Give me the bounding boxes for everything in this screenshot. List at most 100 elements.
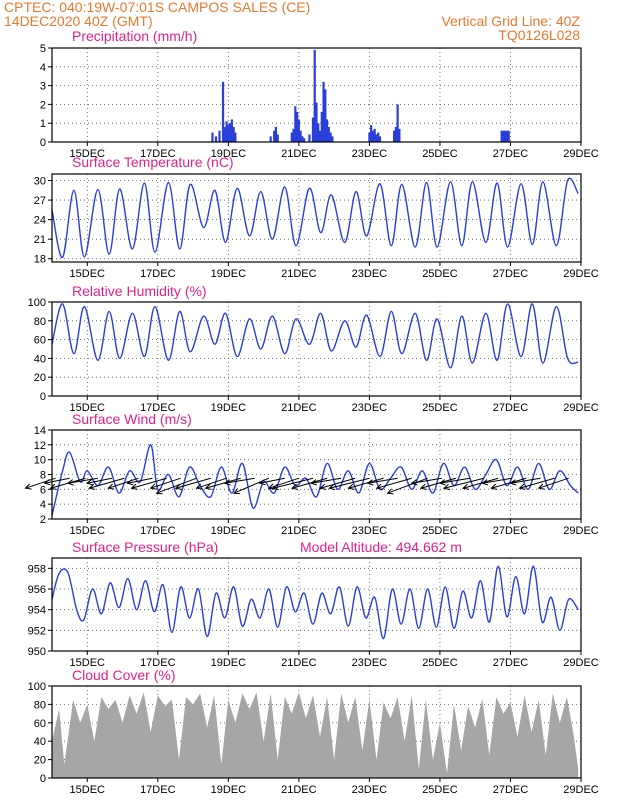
wind-line xyxy=(51,444,579,516)
precip-bar xyxy=(227,125,230,142)
wind-vector xyxy=(205,477,241,489)
wind-xtick-label: 19DEC xyxy=(211,525,247,537)
wind-vector xyxy=(44,477,70,484)
precip-bar xyxy=(320,111,323,142)
wind-vector xyxy=(268,477,300,489)
wind-vector xyxy=(420,477,456,489)
rh-line xyxy=(51,303,579,369)
rh-xtick-label: 19DEC xyxy=(211,402,247,414)
precip-ytick-label: 2 xyxy=(40,99,46,111)
wind-vector-head xyxy=(518,483,526,490)
precip-bar xyxy=(273,130,276,142)
wind-vector-head xyxy=(149,483,157,490)
wind-vector xyxy=(86,477,113,484)
wind-vector xyxy=(108,477,139,489)
precip-bar xyxy=(311,117,315,142)
precip-bar xyxy=(370,125,373,142)
wind-vector-head xyxy=(49,483,57,490)
wind-vector xyxy=(519,477,555,489)
wind-vector xyxy=(259,477,285,484)
rh-xtick-label: 15DEC xyxy=(70,402,106,414)
wind-vector-head xyxy=(195,483,203,490)
temp-ytick-label: 21 xyxy=(34,234,46,246)
precip-bar xyxy=(230,119,233,142)
precip-xtick-label: 19DEC xyxy=(211,148,247,160)
cloud-frame xyxy=(51,685,582,779)
temp-xtick-label: 15DEC xyxy=(70,268,106,280)
precip-bar xyxy=(232,126,235,142)
rh-ytick-label: 60 xyxy=(34,335,46,347)
precip-bar xyxy=(225,121,228,142)
wind-vector-head xyxy=(347,483,355,490)
precip-bar xyxy=(392,130,396,142)
precip-xtick-label: 21DEC xyxy=(281,148,317,160)
wind-vector xyxy=(291,477,328,489)
wind-vector xyxy=(320,477,356,489)
wind-vector xyxy=(439,477,470,484)
precip-bar xyxy=(218,130,221,142)
wind-xtick-label: 23DEC xyxy=(352,525,388,537)
wind-vector-head xyxy=(232,488,240,495)
pressure-ytick-label: 954 xyxy=(28,605,46,617)
pressure-xtick-label: 27DEC xyxy=(493,657,529,669)
precip-bar xyxy=(318,130,322,142)
wind-ytick-label: 10 xyxy=(34,455,46,467)
wind-vector xyxy=(348,477,384,489)
model-altitude: Model Altitude: 494.662 m xyxy=(300,539,462,555)
temp-xtick-label: 27DEC xyxy=(493,268,529,280)
precip-ytick-label: 3 xyxy=(40,81,46,93)
pressure-xtick-label: 15DEC xyxy=(70,657,106,669)
wind-vector-head xyxy=(366,479,374,486)
temp-frame xyxy=(51,173,582,263)
wind-vector-head xyxy=(509,479,517,486)
wind-vector-head xyxy=(126,479,134,486)
wind-vector-head xyxy=(43,479,51,486)
cloud-cover-area xyxy=(52,692,579,778)
wind-vector-head xyxy=(291,483,299,490)
cloud-xtick-label: 19DEC xyxy=(211,784,247,796)
temp-xtick-label: 17DEC xyxy=(140,268,176,280)
wind-vector xyxy=(367,477,398,484)
rh-xtick-label: 25DEC xyxy=(422,402,458,414)
wind-vector-head xyxy=(537,483,545,490)
wind-vector xyxy=(272,477,314,489)
precip-bar xyxy=(211,132,214,142)
precip-xtick-label: 23DEC xyxy=(352,148,388,160)
wind-xtick-label: 25DEC xyxy=(422,525,458,537)
temp-line xyxy=(51,177,579,259)
wind-vector xyxy=(311,477,342,484)
precip-bar xyxy=(228,123,232,142)
cloud-panel: 0 20 40 60 80 100 15DEC 17DEC 19DEC 21DEC 23DEC 25D… xyxy=(28,681,599,796)
precip-bar xyxy=(294,106,297,142)
header-date: 14DEC2020 40Z (GMT) xyxy=(4,13,153,29)
cloud-ytick-label: 40 xyxy=(34,736,46,748)
wind-vector-head xyxy=(438,479,446,486)
pressure-line xyxy=(51,565,579,640)
precip-bar xyxy=(373,128,376,142)
cloud-xtick-label: 15DEC xyxy=(70,784,106,796)
wind-vector xyxy=(127,477,153,484)
cloud-xtick-label: 17DEC xyxy=(140,784,176,796)
precip-title: Precipitation (mm/h) xyxy=(72,28,197,44)
rh-ytick-label: 20 xyxy=(34,372,46,384)
pressure-ytick-label: 958 xyxy=(28,563,46,575)
cloud-title: Cloud Cover (%) xyxy=(72,667,175,683)
precip-bar xyxy=(505,130,509,142)
rh-xtick-label: 29DEC xyxy=(563,402,599,414)
wind-vector xyxy=(89,477,125,489)
wind-vector-head xyxy=(375,483,383,490)
pressure-ytick-label: 956 xyxy=(28,584,46,596)
wind-vector-head xyxy=(410,479,418,486)
wind-vector-head xyxy=(24,483,32,490)
rh-title: Relative Humidity (%) xyxy=(72,283,207,299)
precip-bar xyxy=(396,104,399,142)
wind-vector xyxy=(150,477,181,489)
temp-xtick-label: 23DEC xyxy=(352,268,388,280)
precip-bar xyxy=(297,119,300,142)
precip-bar xyxy=(317,123,320,142)
precip-bar xyxy=(371,130,375,142)
precip-bar xyxy=(303,138,306,142)
wind-vector-head xyxy=(85,479,93,486)
precip-bar xyxy=(234,132,237,142)
wind-vector xyxy=(462,477,499,489)
